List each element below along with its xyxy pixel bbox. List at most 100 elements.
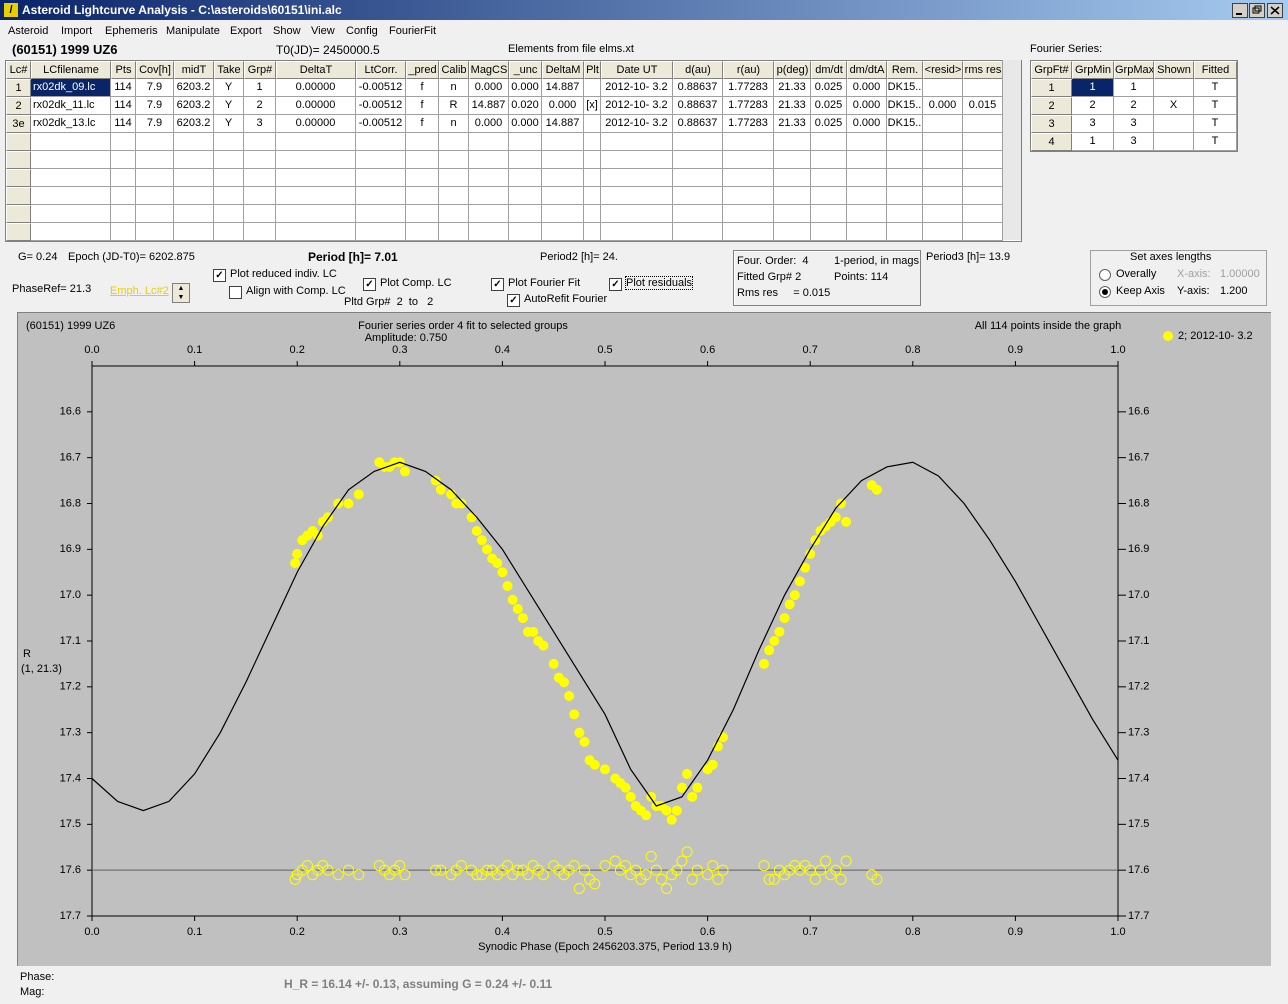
table-cell[interactable]: [439, 169, 469, 187]
radio[interactable]: [1099, 286, 1111, 298]
table-cell[interactable]: [356, 205, 406, 223]
table-cell[interactable]: [1154, 79, 1194, 97]
table-cell[interactable]: [542, 205, 584, 223]
table-cell[interactable]: [136, 133, 174, 151]
table-cell[interactable]: 21.33: [774, 79, 811, 97]
table-cell[interactable]: 0.015: [963, 97, 1003, 115]
row-header[interactable]: [6, 169, 31, 187]
table-cell[interactable]: [244, 187, 276, 205]
table-cell[interactable]: [723, 133, 774, 151]
table-cell[interactable]: [811, 187, 847, 205]
table-cell[interactable]: [1154, 133, 1194, 151]
table-cell[interactable]: [774, 205, 811, 223]
table-cell[interactable]: [469, 169, 509, 187]
table-cell[interactable]: [847, 151, 887, 169]
table-cell[interactable]: 0.000: [469, 79, 509, 97]
table-cell[interactable]: [774, 133, 811, 151]
table-cell[interactable]: [111, 205, 136, 223]
table-cell[interactable]: [584, 223, 601, 241]
table-cell[interactable]: [356, 169, 406, 187]
table-cell[interactable]: [847, 223, 887, 241]
table-cell[interactable]: [136, 205, 174, 223]
table-cell[interactable]: 0.025: [811, 79, 847, 97]
table-cell[interactable]: [601, 169, 673, 187]
table-cell[interactable]: [276, 169, 356, 187]
table-cell[interactable]: 3: [1072, 115, 1114, 133]
table-cell[interactable]: [542, 187, 584, 205]
table-cell[interactable]: [963, 151, 1003, 169]
table-cell[interactable]: [469, 133, 509, 151]
table-cell[interactable]: [774, 223, 811, 241]
table-cell[interactable]: 0.000: [509, 79, 542, 97]
table-cell[interactable]: 0.000: [542, 97, 584, 115]
table-cell[interactable]: [542, 169, 584, 187]
table-cell[interactable]: [439, 205, 469, 223]
table-cell[interactable]: 0.00000: [276, 115, 356, 133]
checkbox[interactable]: ✓: [491, 278, 504, 291]
table-cell[interactable]: Y: [214, 79, 244, 97]
table-cell[interactable]: [469, 223, 509, 241]
table-cell[interactable]: [509, 205, 542, 223]
table-cell[interactable]: [673, 133, 723, 151]
table-cell[interactable]: [439, 223, 469, 241]
table-cell[interactable]: [1154, 115, 1194, 133]
table-cell[interactable]: [31, 187, 111, 205]
table-cell[interactable]: [811, 169, 847, 187]
table-cell[interactable]: rx02dk_11.lc: [31, 97, 111, 115]
table-cell[interactable]: [542, 223, 584, 241]
table-cell[interactable]: [244, 151, 276, 169]
table-cell[interactable]: 114: [111, 115, 136, 133]
table-cell[interactable]: f: [406, 97, 439, 115]
table-cell[interactable]: [673, 187, 723, 205]
table-cell[interactable]: [584, 187, 601, 205]
table-cell[interactable]: 1: [1072, 133, 1114, 151]
checkbox[interactable]: ✓: [609, 278, 622, 291]
table-cell[interactable]: [214, 187, 244, 205]
table-cell[interactable]: [276, 187, 356, 205]
row-header[interactable]: 1: [1031, 79, 1072, 97]
table-cell[interactable]: [174, 187, 214, 205]
table-cell[interactable]: [509, 187, 542, 205]
row-header[interactable]: 3e: [6, 115, 31, 133]
table-cell[interactable]: [923, 151, 963, 169]
table-cell[interactable]: Y: [214, 115, 244, 133]
table-cell[interactable]: [542, 133, 584, 151]
spinner[interactable]: ▲ ▼: [172, 283, 190, 303]
table-cell[interactable]: [276, 151, 356, 169]
table-cell[interactable]: [406, 223, 439, 241]
table-cell[interactable]: [963, 133, 1003, 151]
table-cell[interactable]: 0.000: [509, 115, 542, 133]
table-cell[interactable]: 2012-10- 3.2: [601, 115, 673, 133]
table-cell[interactable]: [673, 169, 723, 187]
table-cell[interactable]: [174, 151, 214, 169]
table-cell[interactable]: 2: [1072, 97, 1114, 115]
table-cell[interactable]: [923, 223, 963, 241]
table-cell[interactable]: [584, 133, 601, 151]
table-cell[interactable]: 14.887: [542, 79, 584, 97]
table-cell[interactable]: 21.33: [774, 115, 811, 133]
table-cell[interactable]: [774, 187, 811, 205]
table-cell[interactable]: 114: [111, 97, 136, 115]
table-cell[interactable]: 7.9: [136, 115, 174, 133]
table-cell[interactable]: [723, 223, 774, 241]
table-cell[interactable]: [923, 115, 963, 133]
row-header[interactable]: [6, 187, 31, 205]
table-cell[interactable]: [923, 205, 963, 223]
table-cell[interactable]: 2: [1114, 97, 1154, 115]
table-cell[interactable]: 0.88637: [673, 79, 723, 97]
table-cell[interactable]: 7.9: [136, 79, 174, 97]
table-cell[interactable]: [887, 169, 923, 187]
table-cell[interactable]: [601, 151, 673, 169]
table-cell[interactable]: 0.025: [811, 115, 847, 133]
table-cell[interactable]: [811, 133, 847, 151]
table-cell[interactable]: [214, 205, 244, 223]
table-cell[interactable]: DK15..: [887, 97, 923, 115]
table-cell[interactable]: [356, 223, 406, 241]
table-cell[interactable]: [723, 151, 774, 169]
row-header[interactable]: [6, 223, 31, 241]
table-cell[interactable]: [276, 205, 356, 223]
table-cell[interactable]: [509, 169, 542, 187]
table-cell[interactable]: [673, 223, 723, 241]
table-cell[interactable]: 3: [1114, 133, 1154, 151]
table-cell[interactable]: [847, 205, 887, 223]
